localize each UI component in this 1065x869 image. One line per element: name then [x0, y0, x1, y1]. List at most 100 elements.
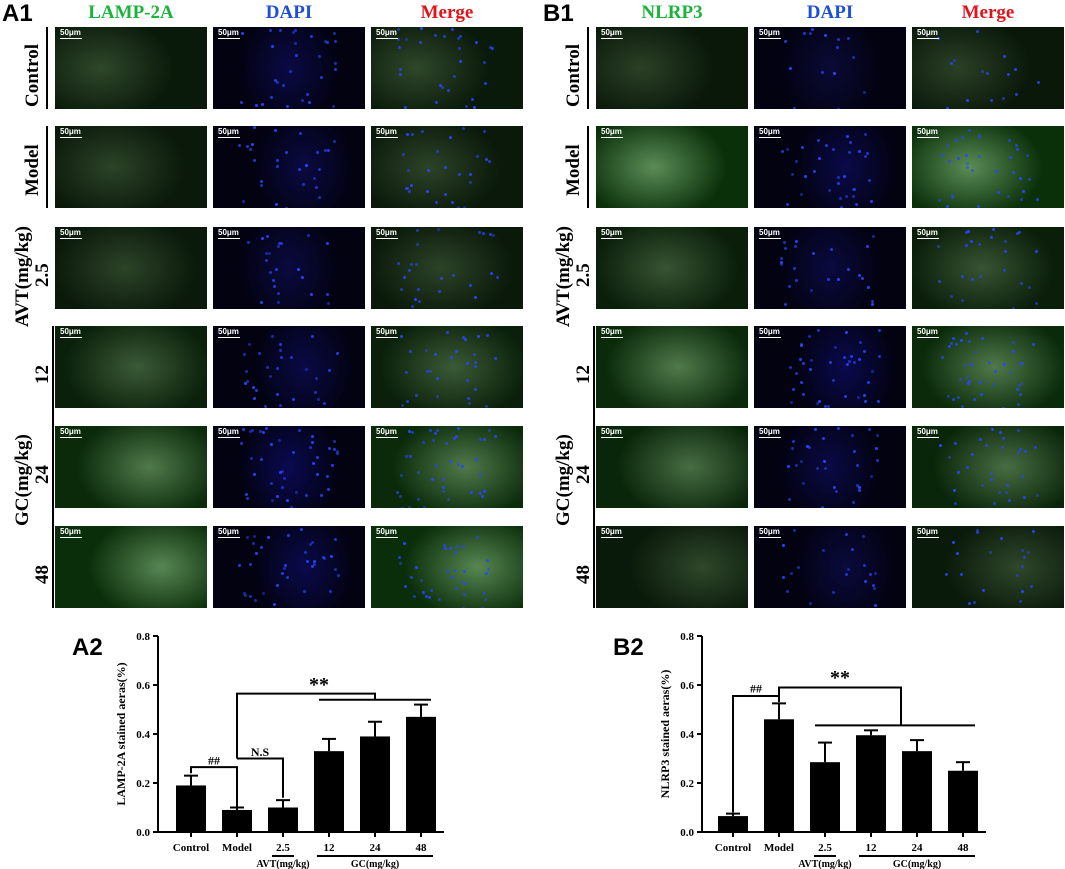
- nucleus-dot: [324, 40, 328, 44]
- nucleus-dot: [453, 568, 457, 572]
- nucleus-dot: [333, 538, 337, 542]
- nucleus-dot: [253, 396, 257, 400]
- nucleus-dot: [847, 36, 851, 40]
- nucleus-dot: [453, 75, 457, 79]
- nucleus-dot: [1002, 54, 1006, 58]
- scale-bar: 50μm: [218, 527, 240, 538]
- column-header-nlrp3: NLRP3: [641, 2, 703, 23]
- nucleus-dot: [949, 294, 953, 298]
- significance-bracket-ns: [237, 757, 284, 798]
- panel-label-a1: A1: [2, 0, 33, 27]
- nucleus-dot: [823, 405, 827, 408]
- avt-group-label: AVT(mg/kg): [798, 859, 851, 869]
- x-tick-label: 12: [324, 842, 336, 854]
- nucleus-dot: [1035, 494, 1039, 498]
- nucleus-dot: [446, 331, 449, 335]
- nucleus-dot: [436, 428, 440, 432]
- scale-bar: 50μm: [917, 527, 939, 538]
- nucleus-dot: [314, 377, 318, 381]
- nucleus-dot: [815, 402, 819, 406]
- nucleus-dot: [434, 464, 438, 468]
- nucleus-dot: [823, 467, 827, 471]
- nucleus-dot: [255, 103, 259, 107]
- nucleus-dot: [836, 426, 840, 430]
- nucleus-dot: [423, 505, 427, 508]
- nucleus-dot: [434, 34, 438, 38]
- nucleus-dot: [330, 554, 334, 558]
- nucleus-dot: [453, 551, 457, 555]
- nucleus-dot: [311, 440, 315, 444]
- nucleus-dot: [821, 505, 825, 508]
- nucleus-dot: [876, 458, 880, 462]
- nucleus-dot: [813, 169, 817, 173]
- nucleus-dot: [409, 349, 413, 353]
- nucleus-dot: [950, 193, 954, 197]
- nucleus-dot: [456, 205, 460, 208]
- nucleus-dot: [282, 477, 286, 481]
- nucleus-dot: [975, 30, 979, 34]
- scale-bar: 50μm: [60, 327, 82, 338]
- nucleus-dot: [786, 464, 790, 468]
- nucleus-dot: [317, 195, 321, 199]
- nucleus-dot: [950, 342, 954, 346]
- nucleus-dot: [864, 400, 868, 404]
- nucleus-dot: [444, 546, 448, 550]
- nucleus-dot: [781, 576, 785, 580]
- nucleus-dot: [261, 592, 265, 596]
- nucleus-dot: [966, 230, 970, 234]
- nucleus-dot: [810, 289, 814, 293]
- nucleus-dot: [986, 72, 990, 76]
- a-micrograph: 50μm: [371, 227, 523, 309]
- nucleus-dot: [295, 490, 299, 494]
- nucleus-dot: [1002, 96, 1006, 100]
- nucleus-dot: [977, 205, 981, 208]
- nucleus-dot: [303, 589, 307, 593]
- nucleus-dot: [314, 390, 318, 394]
- nucleus-dot: [446, 570, 450, 574]
- nucleus-dot: [856, 396, 860, 400]
- x-tick-label: Model: [764, 842, 794, 854]
- b-micrograph: 50μm: [912, 227, 1064, 309]
- nucleus-dot: [870, 200, 874, 204]
- nucleus-dot: [472, 352, 476, 356]
- x-tick-label: 24: [370, 842, 382, 854]
- nucleus-dot: [438, 289, 442, 293]
- nucleus-dot: [968, 379, 972, 383]
- nucleus-dot: [779, 256, 783, 260]
- nucleus-dot: [1014, 67, 1018, 71]
- nucleus-dot: [244, 594, 248, 598]
- y-tick-label: 0.4: [136, 729, 150, 741]
- y-tick-label: 0.0: [680, 827, 694, 839]
- nucleus-dot: [443, 34, 447, 38]
- nucleus-dot: [787, 497, 791, 501]
- nucleus-dot: [835, 490, 839, 494]
- nucleus-dot: [840, 206, 844, 208]
- nucleus-dot: [1009, 371, 1013, 375]
- nucleus-dot: [1015, 387, 1019, 391]
- bar: [718, 816, 748, 832]
- nucleus-dot: [280, 355, 283, 359]
- y-tick-label: 0.0: [136, 827, 150, 839]
- scale-bar: 50μm: [601, 28, 623, 39]
- nucleus-dot: [1024, 450, 1028, 454]
- nucleus-dot: [333, 40, 337, 44]
- nucleus-dot: [858, 488, 862, 492]
- nucleus-dot: [1002, 406, 1006, 408]
- nucleus-dot: [466, 361, 470, 365]
- nucleus-dot: [398, 73, 402, 77]
- b-micrograph: 50μm: [596, 27, 748, 109]
- b-micrograph: 50μm: [754, 526, 906, 608]
- nucleus-dot: [822, 549, 826, 553]
- nucleus-dot: [976, 530, 980, 534]
- row-divider: [46, 126, 48, 208]
- nucleus-dot: [862, 91, 866, 95]
- nucleus-dot: [1021, 474, 1025, 478]
- nucleus-dot: [849, 355, 853, 359]
- nucleus-dot: [310, 541, 314, 545]
- nucleus-dot: [450, 200, 454, 204]
- nucleus-dot: [948, 344, 952, 348]
- scale-bar: 50μm: [601, 327, 623, 338]
- nucleus-dot: [281, 470, 285, 474]
- nucleus-dot: [978, 155, 982, 159]
- nucleus-dot: [410, 304, 414, 308]
